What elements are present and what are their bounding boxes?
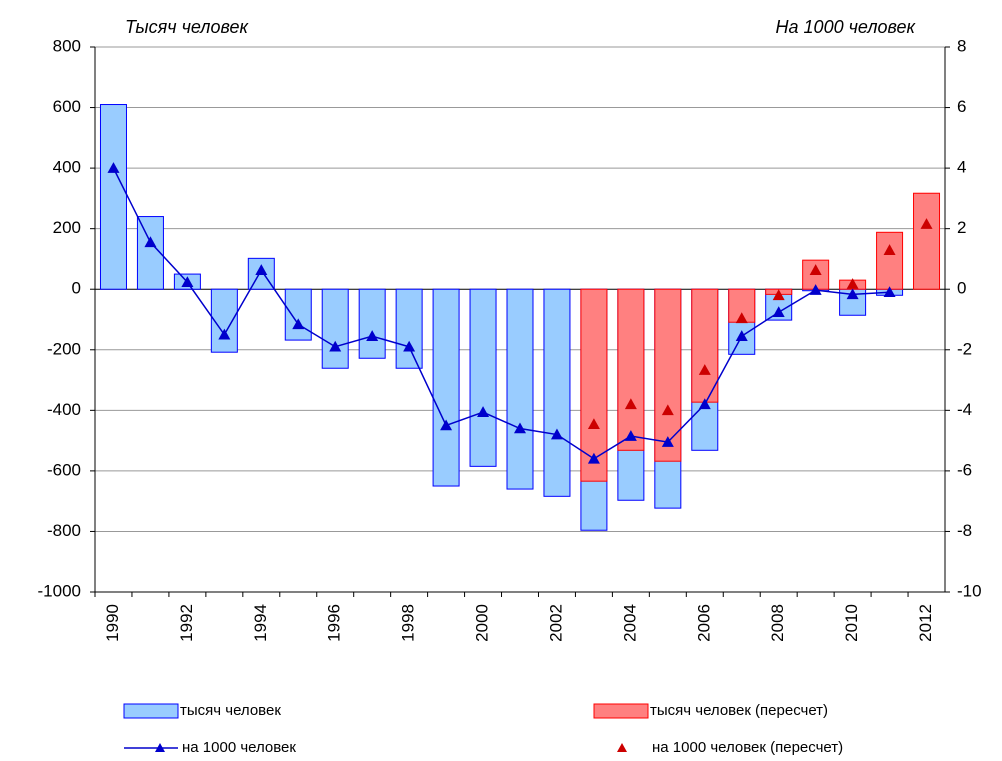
marker bbox=[920, 218, 933, 229]
legend-swatch bbox=[123, 703, 179, 719]
y-tick-label: -800 bbox=[47, 521, 81, 540]
marker bbox=[181, 276, 194, 288]
marker bbox=[846, 278, 859, 289]
bar bbox=[617, 288, 645, 451]
marker bbox=[883, 286, 896, 298]
bar bbox=[395, 288, 423, 369]
legend-swatch bbox=[593, 703, 649, 719]
marker bbox=[587, 452, 600, 464]
bar bbox=[506, 288, 534, 490]
x-tick-label: 1992 bbox=[177, 604, 196, 642]
legend-marker bbox=[617, 743, 627, 752]
marker bbox=[698, 398, 711, 410]
x-tick-label: 1994 bbox=[251, 604, 270, 642]
y2-tick-label: 4 bbox=[957, 158, 966, 177]
y2-tick-label: -2 bbox=[957, 339, 972, 358]
y-tick-label: -200 bbox=[47, 339, 81, 358]
x-tick-label: 2012 bbox=[916, 604, 935, 642]
marker bbox=[624, 398, 637, 410]
legend-marker bbox=[155, 743, 165, 752]
x-tick-label: 1990 bbox=[103, 604, 122, 642]
bar bbox=[543, 288, 571, 497]
marker bbox=[366, 330, 379, 341]
marker bbox=[550, 428, 563, 440]
marker bbox=[255, 264, 268, 275]
marker bbox=[772, 306, 785, 318]
marker bbox=[587, 418, 600, 430]
bar bbox=[876, 231, 904, 290]
y2-tick-label: -10 bbox=[957, 581, 982, 600]
bar bbox=[913, 192, 941, 290]
bar bbox=[136, 216, 164, 290]
x-tick-label: 1996 bbox=[325, 604, 344, 642]
marker bbox=[661, 404, 674, 416]
x-tick-label: 2008 bbox=[768, 604, 787, 642]
marker bbox=[329, 340, 342, 352]
marker bbox=[440, 419, 453, 431]
y-axis-title: Тысяч человек bbox=[125, 17, 249, 37]
y2-tick-label: 2 bbox=[957, 218, 966, 237]
bar bbox=[284, 288, 312, 341]
marker bbox=[107, 162, 120, 173]
y2-tick-label: -6 bbox=[957, 460, 972, 479]
y2-tick-label: -8 bbox=[957, 521, 972, 540]
bar bbox=[469, 288, 497, 467]
marker bbox=[477, 406, 490, 417]
x-tick-label: 2010 bbox=[842, 604, 861, 642]
bar bbox=[321, 288, 349, 369]
marker bbox=[144, 236, 157, 248]
marker bbox=[735, 330, 748, 341]
legend-label: тысяч человек (пересчет) bbox=[650, 702, 828, 719]
x-tick-label: 2004 bbox=[620, 604, 639, 642]
legend-label: на 1000 человек (пересчет) bbox=[652, 739, 843, 756]
y2-axis-title: На 1000 человек bbox=[776, 17, 917, 37]
marker bbox=[218, 328, 231, 340]
legend-label: тысяч человек bbox=[180, 702, 281, 719]
marker bbox=[514, 422, 526, 434]
bar bbox=[99, 104, 127, 290]
y-tick-label: 200 bbox=[53, 218, 81, 237]
y-tick-label: 800 bbox=[53, 36, 81, 55]
y2-tick-label: -4 bbox=[957, 400, 972, 419]
y2-tick-label: 6 bbox=[957, 97, 966, 116]
legend-label: на 1000 человек bbox=[182, 739, 296, 756]
y-tick-label: -600 bbox=[47, 460, 81, 479]
y-tick-label: 400 bbox=[53, 158, 81, 177]
x-tick-label: 2006 bbox=[694, 604, 713, 642]
y2-tick-label: 8 bbox=[957, 36, 966, 55]
bar bbox=[358, 288, 386, 359]
marker bbox=[809, 284, 822, 295]
marker bbox=[403, 340, 416, 352]
marker bbox=[735, 312, 748, 324]
marker bbox=[698, 364, 711, 375]
y-tick-label: 600 bbox=[53, 97, 81, 116]
marker bbox=[661, 436, 674, 447]
marker bbox=[292, 318, 305, 330]
x-tick-label: 2002 bbox=[546, 604, 565, 642]
marker bbox=[809, 264, 822, 275]
y-tick-label: -400 bbox=[47, 400, 81, 419]
y-tick-label: 0 bbox=[72, 279, 81, 298]
bar bbox=[432, 288, 460, 487]
marker bbox=[624, 430, 637, 441]
bar bbox=[691, 288, 719, 403]
x-tick-label: 2000 bbox=[473, 604, 492, 642]
marker bbox=[846, 288, 859, 300]
line bbox=[112, 167, 890, 460]
y-tick-label: -1000 bbox=[38, 581, 81, 600]
y2-tick-label: 0 bbox=[957, 279, 966, 298]
x-tick-label: 1998 bbox=[399, 604, 418, 642]
marker bbox=[883, 244, 896, 255]
bar bbox=[580, 288, 608, 482]
marker bbox=[772, 289, 785, 301]
bar bbox=[654, 288, 682, 462]
